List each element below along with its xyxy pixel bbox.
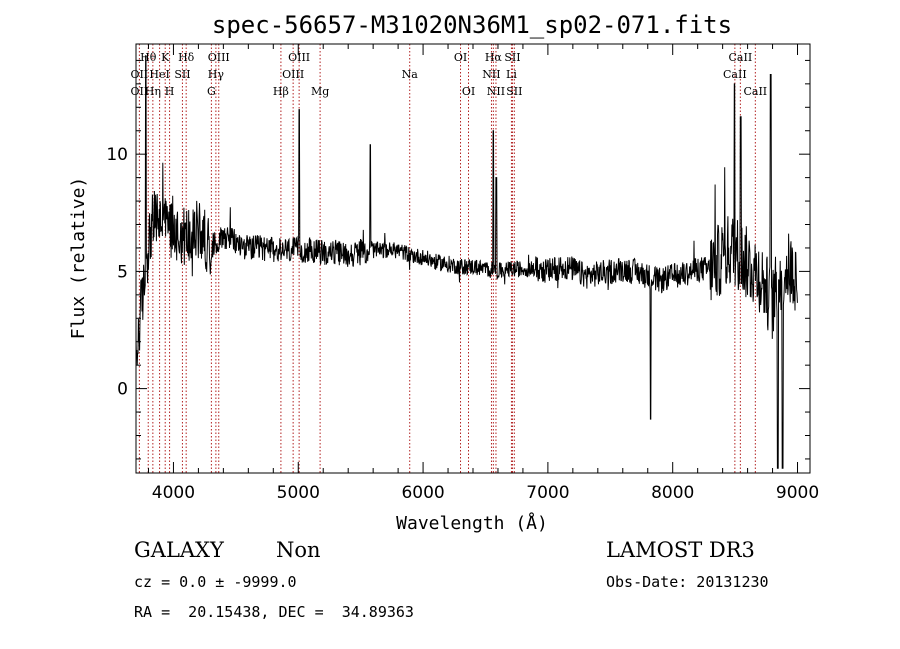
object-class: GALAXY [134,538,224,562]
x-axis-ticks: 4000 5000 6000 7000 8000 9000 [147,44,819,503]
line-marker-label: SII [174,68,190,81]
line-marker-label: Hα [485,51,503,64]
x-tick-label: 4000 [152,483,195,503]
line-marker-label: K [161,51,170,64]
line-marker-label: Hθ [140,51,157,64]
line-marker-label: H [165,85,175,98]
line-marker-label: OI [454,51,467,64]
survey-name: LAMOST DR3 [606,538,755,562]
line-marker-label: Mg [311,85,329,98]
y-axis-label: Flux (relative) [68,177,89,340]
line-marker-label: G [207,85,216,98]
object-subclass: Non [276,538,321,562]
line-marker-label: OII [131,68,149,81]
line-marker-label: CaII [729,51,753,64]
line-marker-label: OII [131,85,149,98]
line-marker-label: CaII [743,85,767,98]
y-tick-label: 5 [117,262,128,282]
line-marker-label: OI [462,85,475,98]
y-tick-label: 0 [117,380,128,400]
line-marker-label: SII [506,85,522,98]
line-marker-label: SII [504,51,520,64]
chart-title: spec-56657-M31020N36M1_sp02-071.fits [212,11,732,39]
line-marker-label: OIII [208,51,230,64]
x-tick-label: 5000 [277,483,320,503]
observation-date: Obs-Date: 20131230 [606,573,769,591]
line-marker-label: OIII [282,68,304,81]
x-axis-label: Wavelength (Å) [396,512,548,534]
line-marker-label: Na [402,68,419,81]
line-marker-label: CaII [723,68,747,81]
line-marker-label: Hδ [178,51,195,64]
y-tick-label: 10 [106,145,128,165]
y-axis-ticks: 0 5 10 [106,59,810,460]
line-marker-label: HeI [149,68,169,81]
x-tick-label: 9000 [776,483,819,503]
plot-frame [135,43,811,474]
x-tick-label: 6000 [401,483,444,503]
coordinates-readout: RA = 20.15438, DEC = 34.89363 [134,603,414,621]
line-marker-label: NII [487,85,505,98]
line-marker-label: Hη [145,85,161,98]
redshift-readout: cz = 0.0 ± -9999.0 [134,573,297,591]
line-marker-label: OIII [288,51,310,64]
spectrum-line [135,55,798,469]
line-marker-group [138,44,756,473]
line-marker-label: Li [506,68,517,81]
line-marker-label: Hβ [273,85,289,98]
line-marker-label: NII [482,68,500,81]
line-marker-label: Hγ [208,68,225,81]
x-tick-label: 7000 [526,483,569,503]
line-label-group: OII OII Hθ Hη K HeI SII H Hδ OIII Hγ G OIII OIII Hβ Mg N… [131,51,768,98]
x-tick-label: 8000 [651,483,694,503]
